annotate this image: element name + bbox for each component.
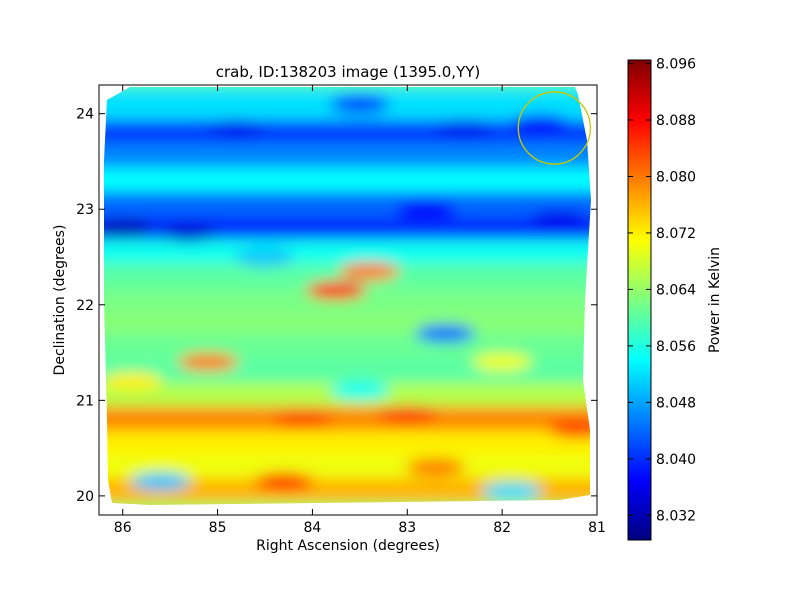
heatmap-blob [396, 200, 457, 219]
y-axis-label: Declination (degrees) [52, 225, 68, 376]
plot-frame [98, 84, 598, 516]
heatmap-blob [104, 219, 153, 238]
heatmap-blob [178, 353, 239, 372]
x-tick-label: 81 [588, 520, 606, 536]
colorbar-tick-label: 8.072 [656, 226, 696, 242]
colorbar-ticks: 8.032 8.040 8.048 8.056 8.064 8.072 8.080 8.088… [628, 57, 696, 524]
heatmap-blob [377, 405, 438, 424]
heatmap-blob [472, 353, 533, 372]
heatmap-blob [159, 224, 220, 243]
heatmap-blob [548, 420, 591, 438]
x-tick-label: 84 [304, 520, 322, 536]
x-tick-label: 83 [398, 520, 416, 536]
x-tick-label: 82 [493, 520, 511, 536]
chart-title: crab, ID:138203 image (1395.0,YY) [216, 63, 481, 81]
x-axis-ticks: 86 85 84 83 82 81 [114, 85, 606, 536]
heatmap-blob [329, 95, 390, 114]
colorbar-tick-label: 8.064 [656, 282, 696, 298]
heatmap-blob [405, 458, 466, 477]
colorbar-tick-label: 8.056 [656, 339, 696, 355]
x-axis-label: Right Ascension (degrees) [256, 538, 440, 554]
colorbar-tick-label: 8.080 [656, 169, 696, 185]
heatmap-blob [415, 324, 476, 343]
y-tick-label: 22 [76, 298, 94, 314]
y-tick-label: 23 [76, 202, 94, 218]
heatmap-blob [130, 472, 191, 491]
x-tick-label: 85 [209, 520, 227, 536]
heatmap-blob [104, 372, 163, 391]
colorbar-label: Power in Kelvin [707, 247, 723, 353]
heatmap-blob [434, 119, 495, 137]
heatmap-blob [510, 114, 571, 133]
heatmap-blob [272, 410, 333, 429]
source-marker-circle [517, 91, 592, 165]
y-axis-ticks: 20 21 22 23 24 [76, 107, 597, 505]
heatmap-blob [306, 281, 367, 300]
heatmap-blob [529, 209, 590, 228]
y-tick-label: 20 [76, 489, 94, 505]
heatmap-blob [481, 482, 542, 501]
heatmap-blob [329, 381, 390, 400]
x-tick-label: 86 [114, 520, 132, 536]
colorbar-tick-label: 8.032 [656, 508, 696, 524]
heatmap-blob [235, 248, 295, 266]
heatmap-image [104, 87, 591, 505]
colorbar-tick-label: 8.040 [656, 452, 696, 468]
colorbar-tick-label: 8.048 [656, 395, 696, 411]
colorbar [627, 59, 652, 541]
colorbar-tick-label: 8.096 [656, 57, 696, 73]
y-tick-label: 24 [76, 107, 94, 123]
colorbar-tick-label: 8.088 [656, 113, 696, 129]
heatmap-blob [339, 262, 400, 281]
y-tick-label: 21 [76, 393, 94, 409]
heatmap-blob [206, 119, 267, 137]
heatmap-blob [253, 472, 314, 491]
